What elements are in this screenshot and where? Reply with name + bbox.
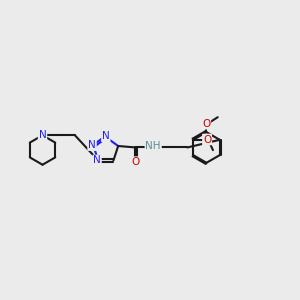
Text: O: O — [202, 119, 210, 129]
Text: N: N — [39, 130, 46, 140]
Text: O: O — [132, 157, 140, 167]
Text: NH: NH — [146, 141, 161, 151]
Text: N: N — [93, 155, 101, 166]
Text: O: O — [203, 134, 211, 145]
Text: N: N — [88, 140, 96, 150]
Text: N: N — [102, 131, 110, 141]
